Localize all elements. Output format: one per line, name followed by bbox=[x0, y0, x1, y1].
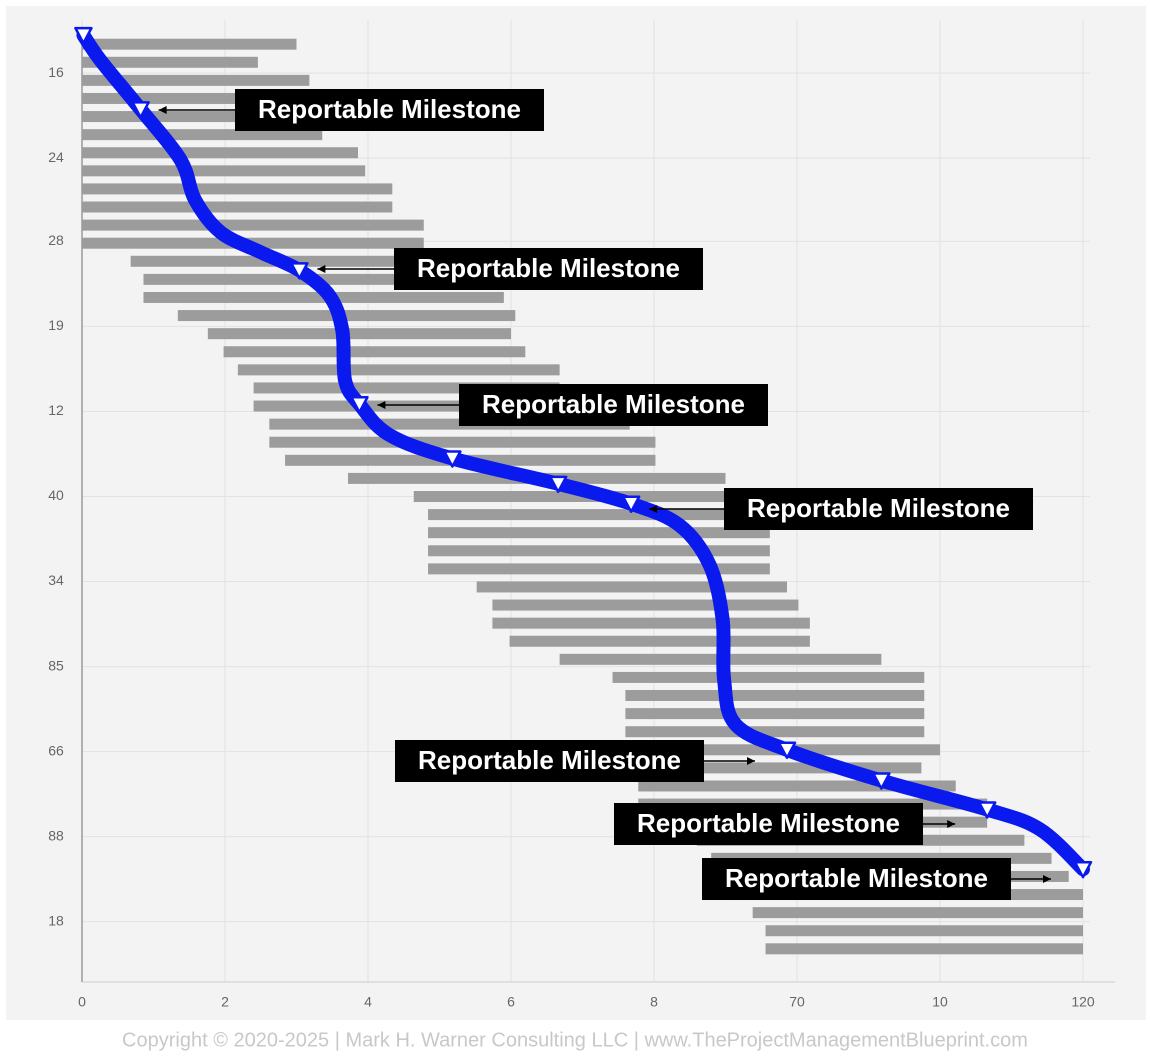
task-bar bbox=[82, 56, 258, 68]
task-bar bbox=[269, 418, 630, 430]
milestone bbox=[350, 395, 369, 414]
milestone bbox=[777, 741, 797, 760]
task-bar bbox=[82, 165, 366, 177]
task-bar bbox=[428, 563, 770, 575]
milestone bbox=[872, 772, 891, 790]
y-tick-label: 28 bbox=[48, 232, 64, 248]
y-tick-label: 19 bbox=[48, 317, 64, 333]
task-bar bbox=[625, 690, 925, 702]
arrow-head bbox=[1043, 875, 1051, 883]
task-bar bbox=[492, 617, 810, 629]
task-bar bbox=[638, 780, 956, 792]
milestone bbox=[621, 495, 641, 513]
y-tick-label: 12 bbox=[48, 402, 64, 418]
task-bar bbox=[428, 545, 770, 557]
x-tick-label: 10 bbox=[932, 994, 948, 1010]
annotation-box bbox=[395, 740, 704, 782]
arrow-head bbox=[649, 505, 658, 513]
milestone bbox=[131, 101, 150, 119]
annotation-label: Reportable Milestone bbox=[417, 253, 680, 283]
milestone bbox=[74, 26, 93, 45]
x-tick-label: 8 bbox=[650, 994, 658, 1010]
task-bar bbox=[82, 74, 310, 86]
annotation-box bbox=[702, 858, 1011, 900]
task-bar bbox=[82, 111, 323, 123]
milestone bbox=[443, 450, 462, 468]
task-bar bbox=[82, 201, 393, 213]
annotation-box bbox=[614, 803, 923, 845]
y-tick-label: 40 bbox=[48, 487, 64, 503]
task-bar bbox=[612, 671, 925, 683]
annotation-box bbox=[394, 248, 703, 290]
task-bar bbox=[428, 509, 726, 521]
x-tick-label: 6 bbox=[507, 994, 515, 1010]
task-bar bbox=[413, 491, 726, 502]
milestone bbox=[290, 262, 309, 280]
task-bar bbox=[237, 364, 560, 376]
arrow-head bbox=[158, 106, 167, 114]
task-bar bbox=[476, 581, 787, 593]
task-bar bbox=[625, 708, 925, 720]
x-tick-label: 4 bbox=[364, 994, 372, 1010]
task-bar bbox=[82, 38, 297, 50]
task-bar bbox=[253, 382, 560, 394]
task-bar bbox=[253, 400, 630, 412]
task-bar bbox=[765, 943, 1083, 955]
arrow-head bbox=[947, 820, 956, 828]
task-bar bbox=[765, 925, 1083, 937]
task-bar bbox=[752, 907, 1083, 919]
annotation-label: Reportable Milestone bbox=[747, 493, 1010, 523]
task-bar bbox=[625, 726, 925, 738]
task-bar bbox=[509, 635, 810, 647]
y-tick-label: 18 bbox=[48, 912, 64, 928]
milestone bbox=[548, 475, 568, 494]
x-tick-label: 2 bbox=[221, 994, 229, 1010]
annotation-box bbox=[459, 384, 768, 426]
task-bar bbox=[177, 310, 516, 322]
arrow-head bbox=[746, 757, 755, 765]
y-tick-label: 24 bbox=[48, 149, 64, 165]
task-bar bbox=[82, 92, 300, 104]
annotation-label: Reportable Milestone bbox=[258, 94, 521, 124]
x-tick-label: 120 bbox=[1071, 994, 1095, 1010]
annotation-label: Reportable Milestone bbox=[482, 389, 745, 419]
y-tick-label: 88 bbox=[48, 827, 64, 843]
arrow-head bbox=[317, 265, 326, 273]
milestone bbox=[977, 801, 997, 819]
x-tick-label: 70 bbox=[789, 994, 805, 1010]
task-bar bbox=[625, 762, 922, 774]
milestone bbox=[1073, 860, 1093, 879]
task-bar bbox=[428, 527, 770, 539]
task-bar bbox=[492, 599, 799, 611]
y-tick-label: 34 bbox=[48, 572, 64, 588]
annotation-label: Reportable Milestone bbox=[725, 863, 988, 893]
task-bar bbox=[269, 436, 656, 448]
task-bar bbox=[82, 219, 424, 231]
y-tick-label: 66 bbox=[48, 742, 64, 758]
annotation-box bbox=[724, 488, 1033, 530]
footer: Copyright © 2020-2025 | Mark H. Warner C… bbox=[122, 1029, 1028, 1051]
annotation-label: Reportable Milestone bbox=[418, 745, 681, 775]
annotation-label: Reportable Milestone bbox=[637, 808, 900, 838]
task-bar bbox=[82, 129, 323, 141]
y-tick-label: 16 bbox=[48, 64, 64, 80]
task-bar bbox=[82, 147, 358, 159]
y-tick-label: 85 bbox=[48, 657, 64, 673]
arrow-head bbox=[377, 401, 386, 409]
x-tick-label: 0 bbox=[78, 994, 86, 1010]
task-bar bbox=[207, 328, 511, 340]
annotation-box bbox=[235, 89, 544, 131]
task-bar bbox=[82, 183, 393, 195]
task-bar bbox=[223, 346, 526, 358]
